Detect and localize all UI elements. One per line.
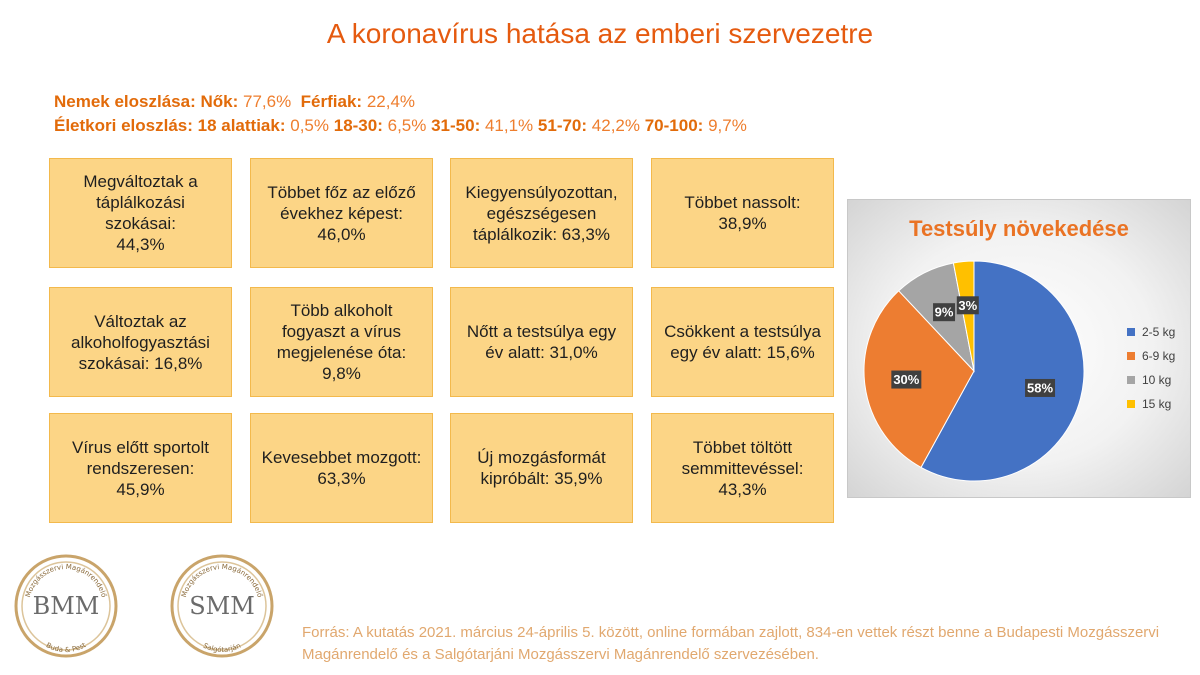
stat-card-text: Többet nassolt: 38,9% [684, 193, 801, 233]
stat-card-text: Új mozgásformát kipróbált: 35,9% [477, 448, 606, 488]
page-title: A koronavírus hatása az emberi szervezet… [326, 18, 874, 49]
stat-card: Megváltoztak a táplálkozási szokásai: 44… [49, 158, 232, 268]
stat-card: Kevesebbet mozgott: 63,3% [250, 413, 433, 523]
gender-label: Nemek eloszlása: [54, 92, 196, 111]
stat-card-text: Változtak az alkoholfogyasztási szokásai… [71, 311, 210, 373]
pie-slice-2-5kg [920, 260, 1085, 482]
bmm-logo-text: BMM [33, 592, 100, 620]
legend-label: 6-9 kg [1142, 349, 1175, 363]
weight-gain-chart: Testsúly növekedése 58% 30% 9% 3% 2-5 kg 6-9 … [847, 199, 1191, 498]
legend-swatch [1127, 400, 1135, 408]
svg-text:Salgótarján: Salgótarján [202, 642, 242, 654]
stat-card-text: Csökkent a testsúlya egy év alatt: 15,6% [664, 322, 821, 362]
men-label: Férfiak: [300, 92, 363, 111]
legend-label: 2-5 kg [1142, 325, 1175, 339]
data-label: 58% [1027, 380, 1053, 395]
stat-card: Változtak az alkoholfogyasztási szokásai… [49, 287, 232, 397]
legend-swatch [1127, 328, 1135, 336]
data-label: 3% [958, 298, 977, 313]
gender-distribution: Nemek eloszlása: Nők: 77,6% Férfiak: 22,… [54, 90, 747, 114]
age-group-value: 41,1% [484, 116, 534, 135]
age-group-label: 51-70: [537, 116, 588, 135]
smm-logo-text: SMM [189, 592, 255, 620]
legend-label: 15 kg [1142, 397, 1171, 411]
women-label: Nők: [200, 92, 239, 111]
data-label-bg [956, 296, 979, 315]
age-distribution: Életkori eloszlás: 18 alattiak: 0,5% 18-… [54, 114, 747, 138]
chart-title: Testsúly növekedése [909, 216, 1129, 241]
stat-card-text: Kevesebbet mozgott: 63,3% [261, 448, 422, 488]
source-footnote: Forrás: A kutatás 2021. március 24-ápril… [302, 624, 1160, 663]
stat-card-text: Kiegyensúlyozottan, egészségesen táplálk… [465, 182, 618, 244]
data-label-bg [1025, 378, 1056, 397]
stat-card-text: Megváltoztak a táplálkozási szokásai: 44… [83, 172, 198, 254]
age-group-value: 0,5% [290, 116, 329, 135]
stat-card: Több alkoholt fogyaszt a vírus megjelené… [250, 287, 433, 397]
demographics: Nemek eloszlása: Nők: 77,6% Férfiak: 22,… [54, 90, 747, 138]
stat-card: Többet főz az előző évekhez képest: 46,0… [250, 158, 433, 268]
legend-label: 10 kg [1142, 373, 1171, 387]
stat-card: Többet töltött semmittevéssel: 43,3% [651, 413, 834, 523]
stat-card: Vírus előtt sportolt rendszeresen: 45,9% [49, 413, 232, 523]
stat-card-text: Több alkoholt fogyaszt a vírus megjelené… [276, 301, 407, 383]
legend-swatch [1127, 376, 1135, 384]
men-value: 22,4% [366, 92, 416, 111]
stat-card-text: Nőtt a testsúlya egy év alatt: 31,0% [466, 322, 617, 362]
age-group-value: 9,7% [708, 116, 747, 135]
stat-card: Új mozgásformát kipróbált: 35,9% [450, 413, 633, 523]
legend-swatch [1127, 352, 1135, 360]
smm-logo: Mozgásszervi Magánrendelő SMM Salgótarjá… [170, 554, 274, 658]
age-group-label: 70-100: [644, 116, 704, 135]
age-group-label: 18 alattiak: [197, 116, 286, 135]
women-value: 77,6% [243, 92, 292, 111]
data-label: 9% [935, 305, 954, 320]
stat-card-text: Többet főz az előző évekhez képest: 46,0… [267, 182, 416, 244]
data-label-bg [891, 370, 922, 389]
data-label-bg [933, 303, 956, 322]
smm-logo-bottom-text: Salgótarján [202, 642, 242, 654]
age-group-label: 31-50: [431, 116, 481, 135]
stat-card: Nőtt a testsúlya egy év alatt: 31,0% [450, 287, 633, 397]
age-group-value: 42,2% [591, 116, 640, 135]
pie-chart: 58% 30% 9% 3% 2-5 kg 6-9 kg 10 kg 15 kg [863, 260, 1175, 482]
stat-card: Kiegyensúlyozottan, egészségesen táplálk… [450, 158, 633, 268]
stat-card: Többet nassolt: 38,9% [651, 158, 834, 268]
bmm-logo: Mozgásszervi Magánrendelő BMM Buda & Pes… [14, 554, 118, 658]
stat-card-text: Többet töltött semmittevéssel: 43,3% [681, 437, 804, 499]
age-group-value: 6,5% [387, 116, 427, 135]
age-group-label: 18-30: [333, 116, 383, 135]
pie-slice-15kg [952, 260, 975, 372]
age-label: Életkori eloszlás: [54, 116, 193, 135]
stat-card-text: Vírus előtt sportolt rendszeresen: 45,9% [71, 437, 209, 499]
data-label: 30% [893, 372, 919, 387]
stat-card: Csökkent a testsúlya egy év alatt: 15,6% [651, 287, 834, 397]
